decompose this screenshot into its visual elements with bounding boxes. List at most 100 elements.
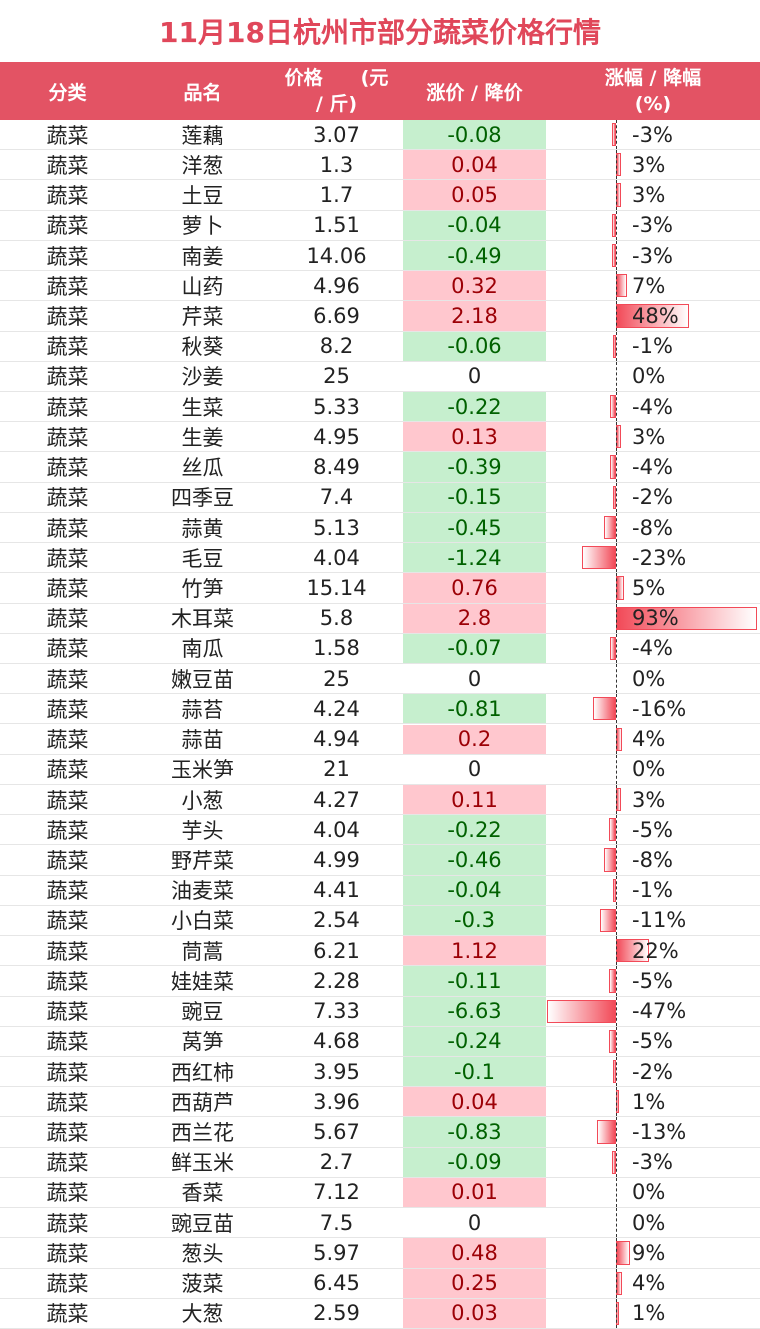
pct-cell: 5% <box>632 575 666 600</box>
pct-bar <box>611 123 616 147</box>
pct-cell: -4% <box>632 455 673 480</box>
table-row: 蔬菜 生姜 4.95 0.13 3% <box>0 422 760 453</box>
change-cell: -0.04 <box>403 210 546 240</box>
table-row: 蔬菜 豌豆 7.33 -6.63 -47% <box>0 996 760 1027</box>
pct-axis <box>616 664 617 694</box>
table-row: 蔬菜 莲藕 3.07 -0.08 -3% <box>0 120 760 151</box>
price-cell: 2.28 <box>313 968 360 993</box>
category-cell: 蔬菜 <box>46 728 89 753</box>
pct-bar <box>596 1120 616 1144</box>
pct-cell: -2% <box>632 485 673 510</box>
change-cell: 0.2 <box>403 724 546 754</box>
pct-cell: -13% <box>632 1120 687 1145</box>
pct-cell: 1% <box>632 1089 666 1114</box>
change-cell: 0.01 <box>403 1177 546 1208</box>
pct-bar <box>611 243 616 268</box>
pct-bar <box>616 576 624 600</box>
category-cell: 蔬菜 <box>46 879 89 904</box>
category-cell: 蔬菜 <box>46 365 89 390</box>
category-cell: 蔬菜 <box>46 304 89 329</box>
change-cell: 0.76 <box>403 573 546 603</box>
name-cell: 小白菜 <box>171 909 234 934</box>
pct-bar <box>608 1029 616 1053</box>
header-name: 品名 <box>183 81 222 104</box>
name-cell: 山药 <box>181 274 224 299</box>
table-row: 蔬菜 玉米笋 21 0 0% <box>0 754 760 785</box>
table-row: 蔬菜 沙姜 25 0 0% <box>0 361 760 393</box>
category-cell: 蔬菜 <box>46 1151 89 1176</box>
price-cell: 4.04 <box>313 545 360 570</box>
change-cell: -0.45 <box>403 512 546 543</box>
category-cell: 蔬菜 <box>46 939 89 964</box>
pct-axis <box>616 1238 617 1268</box>
pct-cell: -16% <box>632 696 687 721</box>
name-cell: 南姜 <box>181 244 224 269</box>
pct-axis <box>616 1117 617 1147</box>
pct-cell: -3% <box>632 213 673 238</box>
pct-axis <box>616 331 617 361</box>
pct-cell: 3% <box>632 787 666 812</box>
price-cell: 2.54 <box>313 908 360 933</box>
category-cell: 蔬菜 <box>46 1181 89 1206</box>
pct-axis <box>616 422 617 452</box>
price-cell: 4.41 <box>313 878 360 903</box>
header-category: 分类 <box>48 81 87 104</box>
pct-axis <box>616 815 617 845</box>
table-row: 蔬菜 山药 4.96 0.32 7% <box>0 271 760 302</box>
price-cell: 6.21 <box>313 938 360 963</box>
pct-axis <box>616 784 617 815</box>
table-row: 蔬菜 小白菜 2.54 -0.3 -11% <box>0 905 760 937</box>
pct-cell: -3% <box>632 1150 673 1175</box>
pct-bar <box>608 969 616 993</box>
category-cell: 蔬菜 <box>46 849 89 873</box>
category-cell: 蔬菜 <box>46 637 89 662</box>
pct-bar <box>613 878 616 902</box>
category-cell: 蔬菜 <box>46 184 89 209</box>
name-cell: 萝卜 <box>181 214 224 239</box>
table-row: 蔬菜 菠菜 6.45 0.25 4% <box>0 1268 760 1299</box>
category-cell: 蔬菜 <box>46 1030 89 1055</box>
table-row: 蔬菜 秋葵 8.2 -0.06 -1% <box>0 331 760 362</box>
pct-cell: 3% <box>632 152 666 177</box>
pct-cell: 93% <box>632 606 679 631</box>
change-cell: -0.3 <box>403 905 546 936</box>
name-cell: 西葫芦 <box>171 1090 234 1115</box>
change-cell: 1.12 <box>403 936 546 966</box>
table-row: 蔬菜 香菜 7.12 0.01 0% <box>0 1177 760 1209</box>
pct-cell: -23% <box>632 545 687 570</box>
pct-axis <box>616 603 617 633</box>
category-cell: 蔬菜 <box>46 1000 89 1025</box>
change-cell: -0.39 <box>403 452 546 482</box>
name-cell: 香菜 <box>181 1181 224 1206</box>
pct-axis <box>616 694 617 724</box>
table-row: 蔬菜 丝瓜 8.49 -0.39 -4% <box>0 452 760 483</box>
change-cell: -0.46 <box>403 845 546 875</box>
name-cell: 鲜玉米 <box>171 1151 234 1176</box>
price-cell: 8.2 <box>319 334 354 359</box>
category-cell: 蔬菜 <box>46 1211 89 1236</box>
pct-cell: -8% <box>632 848 673 872</box>
header-price-line2: / 斤) <box>315 93 358 115</box>
change-cell: -0.1 <box>403 1056 546 1087</box>
pct-axis <box>616 120 617 150</box>
name-cell: 木耳菜 <box>171 607 234 632</box>
pct-bar <box>610 455 616 479</box>
change-cell: 0.04 <box>403 150 546 180</box>
pct-axis <box>616 875 617 905</box>
name-cell: 芹菜 <box>181 304 224 329</box>
change-cell: -0.09 <box>403 1147 546 1177</box>
table-row: 蔬菜 西红柿 3.95 -0.1 -2% <box>0 1056 760 1088</box>
change-cell: -0.22 <box>403 392 546 422</box>
pct-axis <box>616 512 617 543</box>
table-row: 蔬菜 萝卜 1.51 -0.04 -3% <box>0 210 760 241</box>
table-row: 蔬菜 小葱 4.27 0.11 3% <box>0 784 760 816</box>
pct-axis <box>616 271 617 301</box>
change-cell: 0.48 <box>403 1238 546 1268</box>
pct-cell: -1% <box>632 878 673 903</box>
price-cell: 4.94 <box>313 727 360 752</box>
table-row: 蔬菜 豌豆苗 7.5 0 0% <box>0 1208 760 1239</box>
category-cell: 蔬菜 <box>46 576 89 601</box>
price-cell: 3.07 <box>313 122 360 147</box>
name-cell: 豌豆 <box>181 1000 224 1025</box>
pct-cell: 7% <box>632 273 666 298</box>
